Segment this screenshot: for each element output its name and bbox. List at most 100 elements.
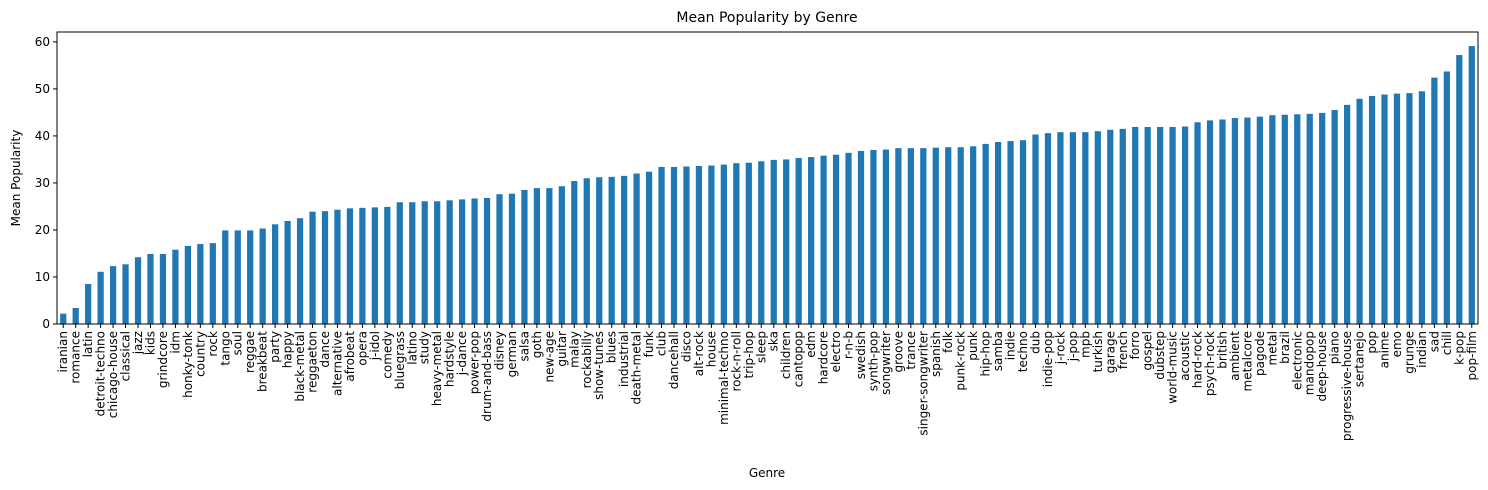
x-tick-label: death-metal [630, 331, 644, 404]
bar [1468, 46, 1475, 324]
bar [596, 177, 603, 324]
bar [608, 176, 615, 324]
x-tick-label: edm [804, 331, 818, 358]
x-tick-label: alternative [330, 331, 344, 396]
bar [1456, 55, 1463, 325]
bar [209, 243, 216, 324]
x-tick-label: disney [493, 331, 507, 370]
bar [72, 308, 79, 324]
x-tick-label: funk [642, 331, 656, 357]
x-tick-label: blues [605, 331, 619, 363]
x-tick-label: british [1215, 331, 1229, 369]
bar [284, 221, 291, 324]
x-tick-label: reggaeton [306, 331, 320, 393]
x-tick-label: rock [206, 331, 220, 357]
x-tick-label: hardstyle [443, 331, 457, 387]
bar [708, 165, 715, 324]
bar [733, 163, 740, 324]
bar [920, 148, 927, 324]
bar [1319, 112, 1326, 324]
x-tick-label: kids [143, 331, 157, 355]
x-tick-label: black-metal [293, 331, 307, 402]
x-tick-label: sertanejo [1353, 331, 1367, 387]
bar [1219, 119, 1226, 324]
x-tick-label: bluegrass [393, 331, 407, 389]
x-tick-label: spanish [929, 331, 943, 377]
x-tick-label: metalcore [1240, 331, 1254, 391]
x-tick-label: grunge [1402, 331, 1416, 374]
bar [434, 201, 441, 324]
x-tick-label: jazz [131, 331, 145, 355]
bar [521, 189, 528, 324]
bar [446, 200, 453, 324]
bar [994, 142, 1002, 324]
bar [533, 188, 541, 324]
x-tick-label: garage [1103, 331, 1117, 373]
bar [1356, 98, 1363, 324]
x-tick-label: soul [231, 331, 245, 356]
x-tick-label: electronic [1290, 331, 1304, 390]
x-tick-label: progressive-house [1340, 331, 1354, 441]
bar [895, 148, 902, 324]
x-tick-label: world-music [1166, 331, 1180, 404]
bar [359, 207, 366, 324]
x-tick-label: singer-songwriter [916, 331, 930, 436]
x-tick-label: indie [1004, 331, 1018, 360]
bar [1269, 115, 1276, 324]
bar [1306, 113, 1313, 324]
bar [1368, 95, 1376, 324]
x-tick-label: reggae [243, 331, 257, 373]
bar [720, 164, 727, 324]
x-tick-label: psych-rock [1203, 331, 1217, 396]
x-tick-label: techno [1016, 331, 1030, 372]
bar [1057, 132, 1064, 324]
bar [1019, 140, 1027, 324]
bar [197, 244, 204, 324]
x-tick-label: rock-n-roll [729, 331, 743, 392]
bar [134, 257, 142, 324]
x-tick-label: happy [281, 331, 295, 368]
bar [321, 211, 329, 324]
x-tick-label: dance [318, 331, 332, 368]
x-tick-label: indian [1415, 331, 1429, 368]
bar [1181, 126, 1189, 324]
bar [1007, 141, 1014, 324]
bar [945, 147, 952, 324]
bar [957, 147, 964, 324]
bar [1107, 129, 1114, 324]
x-tick-label: j-dance [455, 331, 469, 376]
bar [1381, 94, 1388, 324]
bar [571, 181, 578, 324]
x-tick-label: pagode [1253, 331, 1267, 376]
bar [60, 313, 67, 324]
x-tick-label: disco [679, 331, 693, 362]
x-tick-label: mandopop [1303, 331, 1317, 395]
x-tick-label: indie-pop [1041, 331, 1055, 387]
bar [1169, 126, 1176, 324]
x-tick-label: trip-hop [742, 331, 756, 378]
x-tick-label: r-n-b [842, 331, 856, 359]
bar [1094, 131, 1101, 324]
x-tick-label: goth [530, 331, 544, 358]
x-tick-label: opera [355, 331, 369, 366]
x-tick-label: synth-pop [866, 331, 880, 391]
bar [1082, 132, 1089, 324]
x-tick-label: breakbeat [256, 331, 270, 392]
x-tick-label: j-idol [368, 331, 382, 361]
x-tick-label: club [655, 331, 669, 356]
x-tick-label: latin [81, 331, 95, 357]
x-tick-label: country [193, 331, 207, 377]
x-tick-label: gospel [1141, 331, 1155, 371]
bar [633, 173, 640, 324]
x-tick-label: j-rock [1053, 331, 1067, 365]
bar [783, 159, 790, 324]
bar [645, 171, 653, 324]
x-tick-label: rockabilly [580, 331, 594, 388]
x-tick-label: anime [1378, 331, 1392, 368]
bar [820, 155, 827, 324]
x-tick-label: heavy-metal [430, 331, 444, 406]
x-tick-label: metal [1265, 331, 1279, 365]
bar [1044, 133, 1052, 324]
bar [808, 157, 815, 324]
